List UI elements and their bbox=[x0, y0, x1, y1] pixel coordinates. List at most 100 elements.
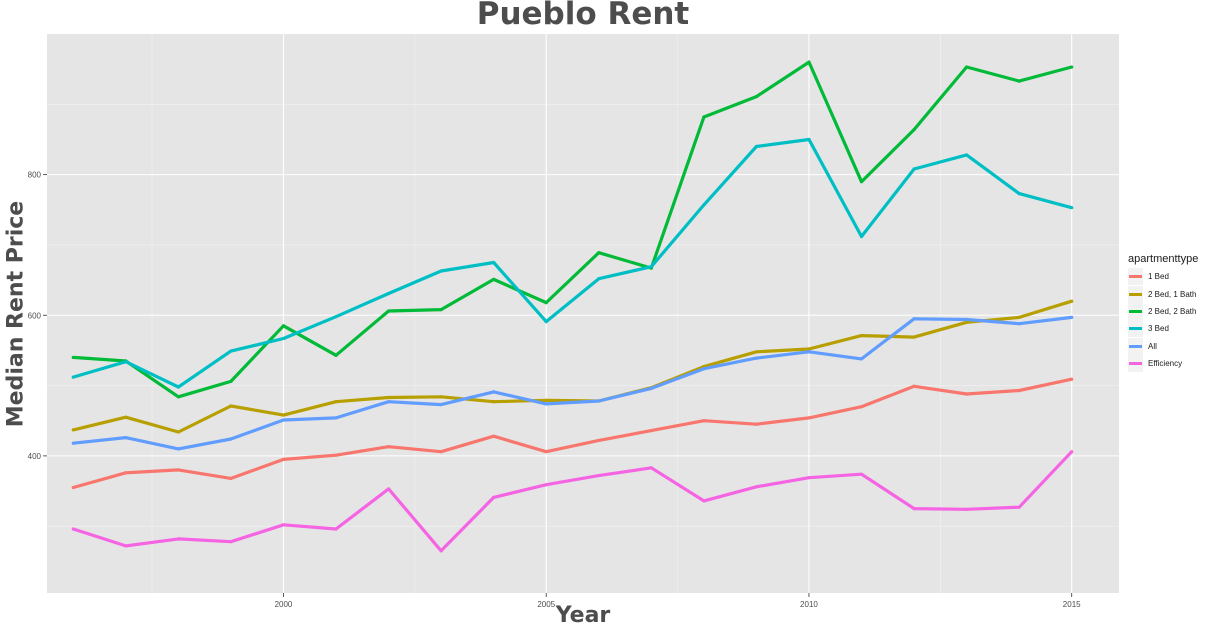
legend-key bbox=[1128, 302, 1143, 320]
data-point-2-bed-2-bath bbox=[754, 94, 759, 99]
data-point-2-bed-1-bath bbox=[807, 347, 811, 351]
data-point-2-bed-1-bath bbox=[492, 400, 496, 404]
data-point-3-bed bbox=[807, 137, 811, 142]
data-point-3-bed bbox=[439, 269, 443, 273]
data-point-2-bed-2-bath bbox=[912, 128, 916, 132]
data-point-1-bed bbox=[965, 392, 969, 396]
minor-grid bbox=[47, 34, 1119, 593]
legend-item-all: All bbox=[1128, 337, 1222, 355]
legend-swatch bbox=[1129, 344, 1142, 348]
x-tick-label: 2005 bbox=[537, 600, 555, 609]
data-point-efficiency bbox=[71, 527, 75, 531]
data-point-3-bed bbox=[124, 360, 128, 364]
y-tick-label: 600 bbox=[28, 311, 42, 320]
data-point-efficiency bbox=[334, 527, 338, 531]
legend-label: All bbox=[1148, 341, 1157, 351]
data-point-3-bed bbox=[912, 167, 916, 171]
data-point-1-bed bbox=[1017, 388, 1021, 393]
chart-title: Pueblo Rent bbox=[476, 0, 690, 32]
data-point-3-bed bbox=[71, 375, 75, 379]
data-point-2-bed-1-bath bbox=[912, 335, 916, 339]
data-point-2-bed-1-bath bbox=[965, 320, 969, 324]
y-axis-label: Median Rent Price bbox=[3, 200, 29, 428]
legend-label: 1 Bed bbox=[1148, 272, 1169, 282]
data-point-all bbox=[176, 447, 180, 451]
legend-swatch bbox=[1129, 275, 1142, 279]
x-axis-label: Year bbox=[555, 603, 611, 628]
data-point-2-bed-1-bath bbox=[386, 395, 391, 400]
data-point-2-bed-2-bath bbox=[176, 395, 180, 399]
data-point-efficiency bbox=[1070, 450, 1074, 454]
data-point-2-bed-1-bath bbox=[544, 398, 548, 402]
data-point-efficiency bbox=[386, 487, 391, 491]
data-point-1-bed bbox=[281, 457, 286, 462]
data-point-efficiency bbox=[1017, 505, 1021, 509]
legend-item-efficiency: Efficiency bbox=[1128, 355, 1222, 373]
data-point-2-bed-2-bath bbox=[1070, 65, 1074, 69]
data-point-1-bed bbox=[597, 438, 601, 443]
x-tick-label: 2010 bbox=[800, 600, 818, 609]
legend-item-1-bed: 1 Bed bbox=[1128, 268, 1222, 286]
legend-swatch bbox=[1129, 327, 1142, 331]
legend-label: 2 Bed, 2 Bath bbox=[1148, 306, 1197, 316]
data-point-2-bed-1-bath bbox=[754, 350, 759, 354]
data-point-all bbox=[1070, 315, 1074, 319]
data-point-1-bed bbox=[912, 384, 916, 388]
legend: apartmenttype 1 Bed 2 Bed, 1 Bath 2 Bed, 2… bbox=[1128, 253, 1222, 373]
data-point-2-bed-1-bath bbox=[229, 404, 233, 408]
data-point-all bbox=[281, 418, 286, 422]
data-point-1-bed bbox=[124, 471, 128, 475]
data-point-efficiency bbox=[176, 537, 180, 541]
legend-key bbox=[1128, 285, 1143, 303]
data-point-2-bed-2-bath bbox=[229, 379, 233, 383]
data-point-all bbox=[492, 390, 496, 394]
data-point-1-bed bbox=[492, 434, 496, 438]
legend-title: apartmenttype bbox=[1128, 253, 1199, 265]
y-tick-label: 400 bbox=[28, 452, 42, 461]
data-point-3-bed bbox=[649, 265, 653, 269]
data-point-3-bed bbox=[229, 349, 233, 353]
data-point-1-bed bbox=[334, 453, 338, 457]
data-point-3-bed bbox=[1070, 206, 1074, 210]
legend-item-2-bed-2-bath: 2 Bed, 2 Bath bbox=[1128, 302, 1222, 320]
data-point-1-bed bbox=[71, 485, 75, 490]
data-point-all bbox=[965, 317, 969, 322]
data-point-2-bed-2-bath bbox=[71, 355, 75, 360]
data-point-efficiency bbox=[544, 483, 548, 487]
data-point-1-bed bbox=[439, 450, 443, 454]
data-point-2-bed-2-bath bbox=[965, 65, 969, 69]
data-point-2-bed-2-bath bbox=[386, 309, 391, 313]
y-tick-label: 800 bbox=[28, 171, 42, 180]
major-grid bbox=[47, 34, 1119, 593]
data-point-2-bed-1-bath bbox=[1017, 315, 1021, 319]
data-point-efficiency bbox=[229, 540, 233, 544]
data-point-1-bed bbox=[807, 416, 811, 420]
data-point-3-bed bbox=[386, 291, 391, 296]
data-point-2-bed-2-bath bbox=[1017, 79, 1021, 83]
data-point-2-bed-1-bath bbox=[1070, 299, 1074, 303]
data-point-efficiency bbox=[649, 466, 653, 470]
data-point-all bbox=[702, 367, 706, 371]
data-point-all bbox=[544, 402, 548, 406]
data-point-1-bed bbox=[229, 476, 233, 480]
data-point-3-bed bbox=[859, 234, 864, 239]
data-point-efficiency bbox=[965, 507, 969, 511]
data-point-all bbox=[386, 400, 391, 404]
data-point-efficiency bbox=[124, 544, 128, 548]
data-point-efficiency bbox=[702, 499, 706, 503]
legend-key bbox=[1128, 268, 1143, 286]
data-point-2-bed-1-bath bbox=[334, 400, 338, 404]
data-point-3-bed bbox=[176, 385, 180, 389]
data-point-all bbox=[754, 356, 759, 360]
data-point-efficiency bbox=[597, 473, 601, 478]
data-point-1-bed bbox=[176, 468, 180, 472]
data-point-efficiency bbox=[807, 476, 811, 480]
data-point-3-bed bbox=[597, 277, 601, 281]
series-line-2-bed-1-bath bbox=[72, 299, 1073, 434]
data-point-3-bed bbox=[492, 260, 496, 265]
data-point-3-bed bbox=[754, 144, 759, 149]
legend-items: 1 Bed 2 Bed, 1 Bath 2 Bed, 2 Bath 3 Bed All E… bbox=[1128, 268, 1222, 373]
data-point-2-bed-1-bath bbox=[124, 415, 128, 419]
